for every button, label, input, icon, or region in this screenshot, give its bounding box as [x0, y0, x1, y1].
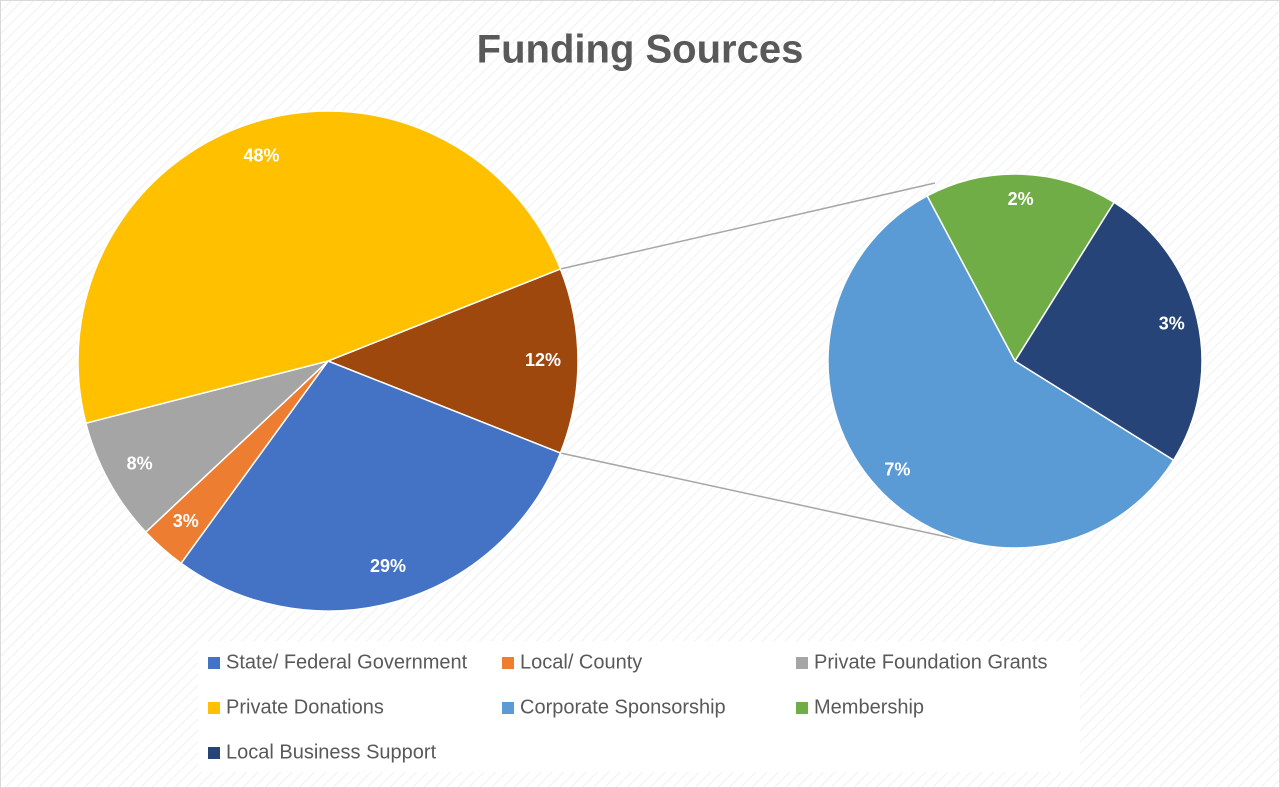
legend-swatch: [796, 657, 808, 669]
pie-slice: [84, 360, 329, 534]
chart-title: Funding Sources: [477, 28, 804, 72]
legend-swatch: [208, 657, 220, 669]
legend-swatch: [796, 702, 808, 714]
legend-label: Corporate Sponsorship: [520, 696, 726, 718]
legend-swatch: [208, 702, 220, 714]
legend-box: [198, 641, 1080, 772]
legend-label: State/ Federal Government: [226, 651, 468, 673]
pie-slice: [77, 110, 562, 425]
data-label: 2%: [1008, 189, 1034, 209]
data-label: 8%: [127, 453, 153, 473]
legend-swatch: [502, 702, 514, 714]
legend-swatch: [208, 747, 220, 759]
legend-label: Membership: [814, 696, 924, 718]
data-label: 48%: [244, 145, 280, 165]
data-label: 3%: [1159, 314, 1185, 334]
pie-slice: [1013, 201, 1203, 462]
pie-slice: [926, 173, 1116, 363]
data-label: 7%: [884, 459, 910, 479]
connector: [560, 452, 976, 544]
pie-slice: [827, 194, 1175, 549]
legend-label: Local/ County: [520, 651, 642, 673]
data-label: 29%: [370, 556, 406, 576]
pie-slice: [325, 267, 579, 455]
legend-label: Private Donations: [226, 696, 384, 718]
legend-label: Private Foundation Grants: [814, 651, 1047, 673]
legend-swatch: [502, 657, 514, 669]
data-label: 12%: [525, 350, 561, 370]
legend-label: Local Business Support: [226, 741, 437, 763]
connector: [560, 182, 936, 270]
pie-slice: [180, 360, 562, 612]
data-label: 3%: [173, 511, 199, 531]
